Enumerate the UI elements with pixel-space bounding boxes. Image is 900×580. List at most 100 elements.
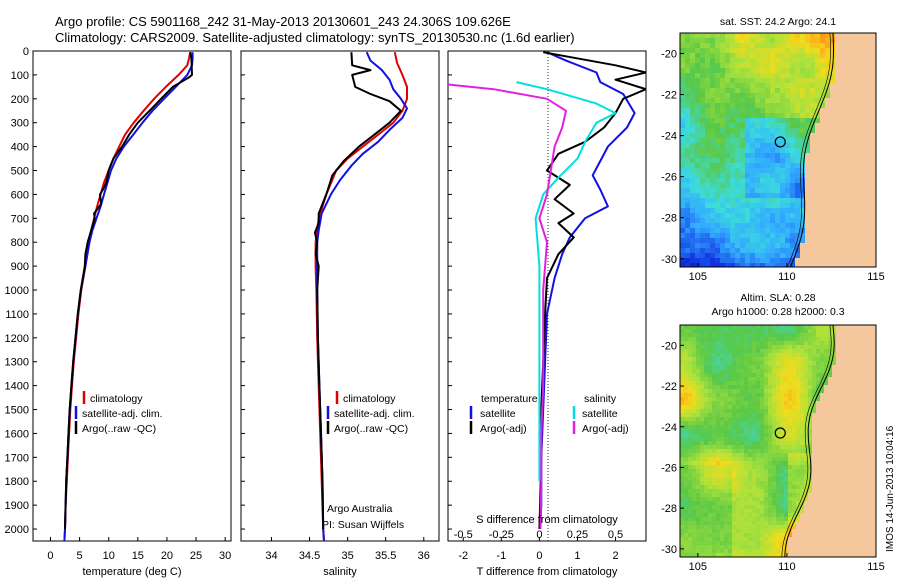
map-cell [700,223,706,229]
map-cell [704,333,709,338]
map-cell [836,469,841,474]
map-cell [844,549,849,554]
map-cell [805,58,811,64]
map-cell [760,223,766,229]
map-cell [852,393,857,398]
map-cell [755,183,761,189]
map-cell [750,133,756,139]
map-cell [740,541,745,546]
map-cell [808,417,813,422]
map-cell [784,465,789,470]
map-cell [852,425,857,430]
map-cell [732,325,737,330]
map-cell [710,88,716,94]
map-cell [835,223,841,229]
map-cell [696,477,701,482]
map-cell [788,445,793,450]
map-cell [685,93,691,99]
map-cell [705,263,711,267]
map-cell [736,469,741,474]
map-cell [835,253,841,259]
map-cell [784,497,789,502]
map-cell [765,253,771,259]
map-cell [752,533,757,538]
map-cell [716,397,721,402]
map-cell [750,38,756,44]
map-cell [855,223,861,229]
map-cell [810,188,816,194]
map-cell [865,188,871,194]
map-cell [825,183,831,189]
map-cell [748,381,753,386]
map-cell [700,405,705,410]
map-cell [685,53,691,59]
map-cell [736,545,741,550]
map-cell [696,441,701,446]
map-cell [800,238,806,244]
map-cell [776,329,781,334]
map-cell [690,208,696,214]
map-cell [735,98,741,104]
map-cell [796,493,801,498]
map-cell [724,397,729,402]
map-cell [700,357,705,362]
map-cell [710,258,716,264]
map-cell [835,263,841,267]
map-cell [756,381,761,386]
map-cell [684,513,689,518]
map-cell [872,449,876,454]
map-cell [764,377,769,382]
map-cell [804,421,809,426]
map-cell [860,429,865,434]
map-cell [690,218,696,224]
map-cell [750,208,756,214]
map-cell [790,148,796,154]
map-cell [760,78,766,84]
map-cell [730,128,736,134]
map-cell [785,198,791,204]
map-cell [845,48,851,54]
map-cell [708,357,713,362]
map-cell [764,537,769,542]
map-cell [684,385,689,390]
map-cell [736,437,741,442]
map-cell [685,163,691,169]
map-cell [820,461,825,466]
map-cell [792,473,797,478]
map-cell [740,73,746,79]
map-cell [836,397,841,402]
map-cell [792,329,797,334]
map-cell [748,517,753,522]
map-cell [796,433,801,438]
map-cell [840,153,846,159]
map-cell [808,433,813,438]
map-cell [715,178,721,184]
map-cell [728,413,733,418]
map-cell [844,477,849,482]
map-cell [712,333,717,338]
map-cell [690,248,696,254]
map-cell [872,453,876,458]
map-cell [820,425,825,430]
map-cell [820,168,826,174]
map-cell [816,505,821,510]
map-cell [692,497,697,502]
map-cell [748,525,753,530]
map-cell [728,333,733,338]
map-cell [796,373,801,378]
map-cell [700,361,705,366]
map-cell [852,505,857,510]
map-cell [764,365,769,370]
map-cell [695,188,701,194]
map-cell [740,525,745,530]
map-cell [850,73,856,79]
map-cell [708,345,713,350]
map-cell [792,517,797,522]
map-cell [760,537,765,542]
map-cell [848,337,853,342]
x-tick-label: 10 [103,550,115,562]
map-cell [775,258,781,264]
map-cell [735,193,741,199]
map-cell [820,441,825,446]
map-cell [695,243,701,249]
